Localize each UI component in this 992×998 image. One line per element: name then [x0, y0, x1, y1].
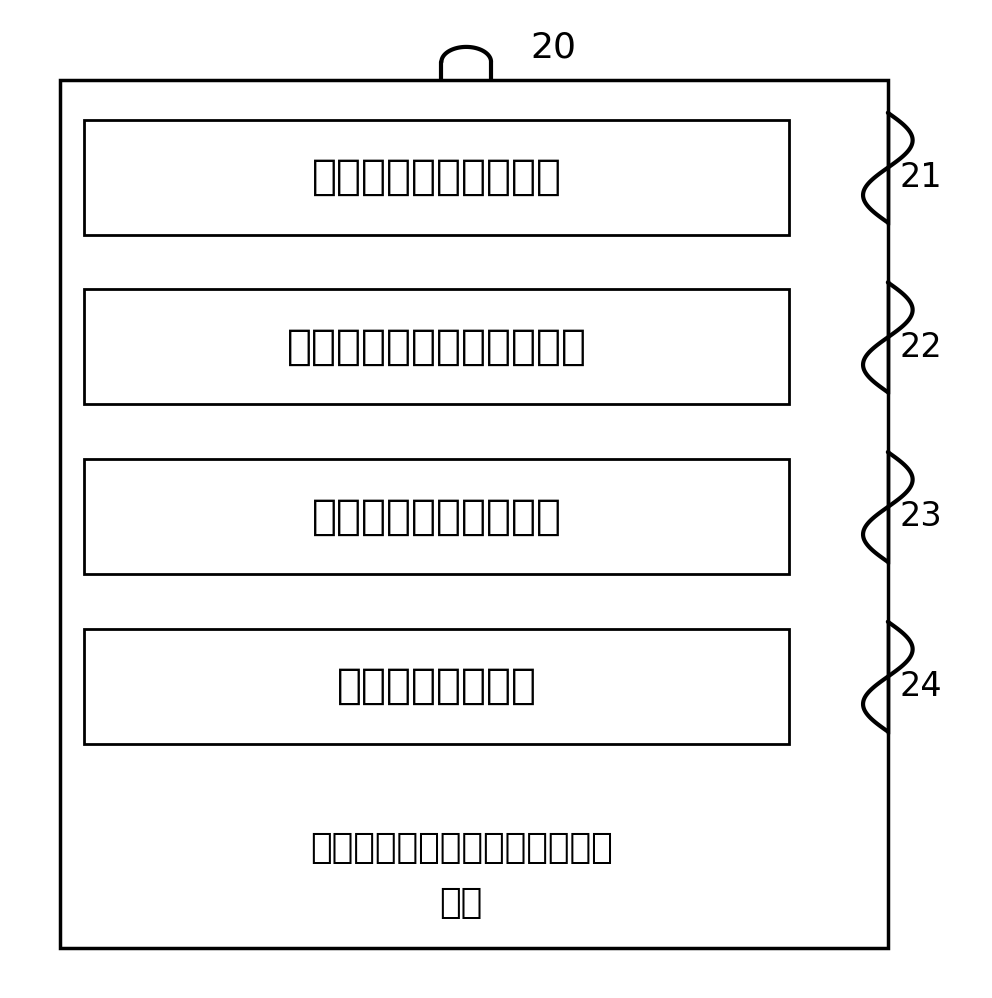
Text: 21: 21 — [900, 161, 942, 195]
Text: 系统: 系统 — [439, 886, 483, 920]
FancyBboxPatch shape — [84, 629, 789, 744]
Text: 能耗需求预测模块: 能耗需求预测模块 — [336, 665, 537, 708]
FancyBboxPatch shape — [60, 80, 888, 948]
FancyBboxPatch shape — [84, 289, 789, 404]
Text: 23: 23 — [900, 500, 942, 534]
Text: 未来行驶工况预测模块: 未来行驶工况预测模块 — [311, 495, 561, 538]
Text: 22: 22 — [900, 330, 942, 364]
FancyBboxPatch shape — [84, 459, 789, 574]
Text: 基于数据驱动的电动车能耗预测: 基于数据驱动的电动车能耗预测 — [310, 831, 613, 865]
Text: 20: 20 — [531, 31, 576, 65]
Text: 历史运行数据获取模块: 历史运行数据获取模块 — [311, 156, 561, 199]
Text: 时空电量关系模型构建模块: 时空电量关系模型构建模块 — [287, 325, 586, 368]
Text: 24: 24 — [900, 670, 942, 704]
FancyBboxPatch shape — [84, 120, 789, 235]
